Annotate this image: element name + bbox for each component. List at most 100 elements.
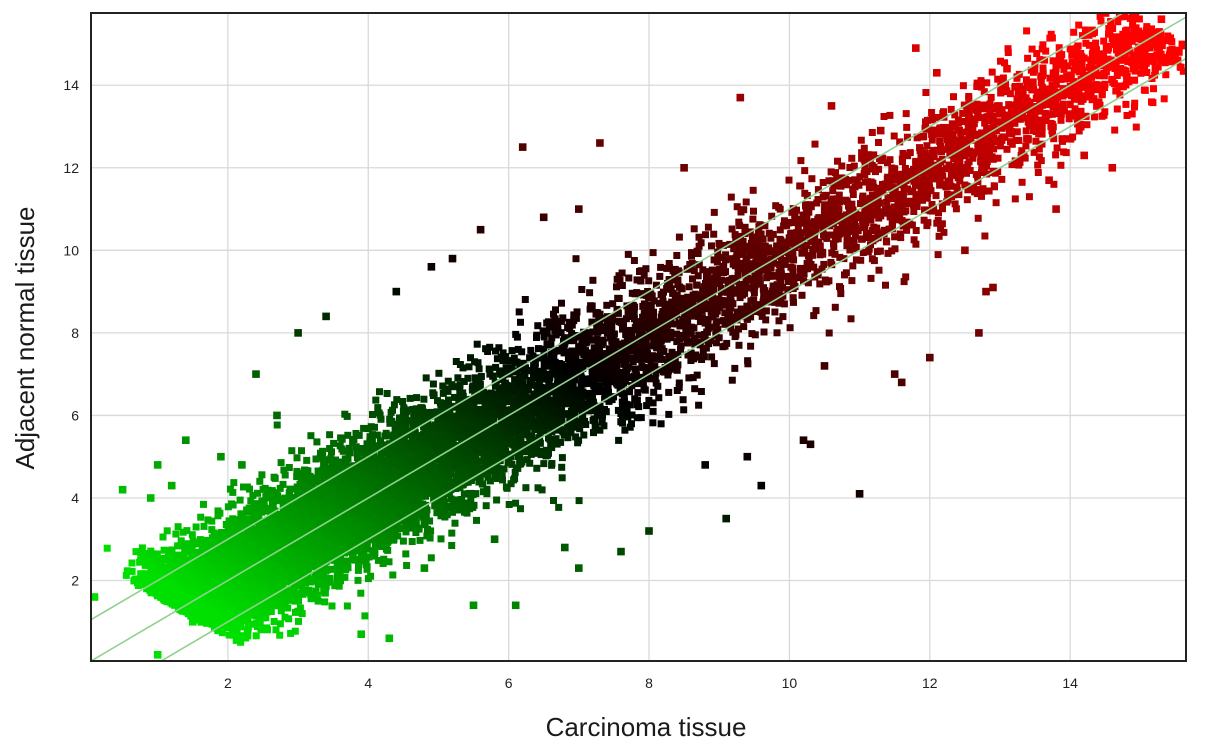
data-point [398,472,406,480]
data-point [668,348,676,356]
data-point [829,177,837,185]
data-point [760,328,768,336]
data-point [336,548,344,556]
data-point [517,398,525,406]
data-point [630,341,638,349]
data-point [938,171,945,179]
data-point [184,548,192,556]
data-point [484,348,492,355]
data-point [519,379,527,387]
data-point [537,451,545,459]
data-point [303,456,311,464]
data-point [831,303,839,311]
data-point [1115,13,1123,21]
data-point [1178,40,1186,48]
data-point [256,477,264,485]
data-point [622,331,630,339]
data-point [727,193,735,201]
data-point [1134,52,1142,59]
data-point [903,123,911,131]
data-point [950,93,957,101]
data-point [408,538,416,545]
data-point [1030,148,1038,156]
data-point [838,219,846,227]
data-point [493,355,501,363]
data-point [137,574,145,582]
data-point [369,411,376,418]
data-point [939,123,947,131]
data-point [861,157,869,164]
data-point [514,464,522,472]
data-point [679,396,687,404]
data-point [1052,110,1060,118]
data-point [456,384,464,392]
data-point [376,538,384,546]
data-point [225,517,233,525]
data-point [426,413,434,420]
data-point [1049,130,1057,138]
data-point [898,155,906,163]
data-point [1057,161,1065,169]
data-point [790,256,798,264]
data-point [986,138,993,146]
data-point [964,186,972,194]
data-point [560,431,568,439]
data-point [206,544,214,551]
data-point [378,543,386,550]
data-point [958,165,966,173]
data-point [820,260,828,268]
data-point [515,308,523,316]
data-point [1004,45,1012,53]
data-point [854,227,862,235]
data-point [557,329,565,337]
data-point [789,294,797,302]
data-point [379,560,387,567]
data-point [684,339,691,347]
data-point [349,438,357,446]
data-point [558,454,566,462]
data-point [279,480,287,488]
data-point [575,344,583,352]
data-point [527,346,535,354]
data-point [374,404,382,412]
data-point [240,483,247,491]
data-point [590,382,598,390]
data-point [419,408,427,415]
data-point [997,82,1005,90]
data-point [978,114,985,122]
data-point [472,490,480,498]
data-point [1168,38,1176,46]
data-point [638,317,646,325]
data-point [684,319,692,326]
data-point [665,264,673,271]
data-point [232,636,240,644]
data-point [935,209,942,217]
data-point [551,316,559,324]
data-point [172,575,180,582]
data-point [834,235,842,243]
data-point [695,401,703,409]
data-point [601,395,609,403]
data-point [473,516,480,524]
data-point [592,309,600,316]
data-point [326,431,334,439]
data-point [861,163,869,171]
data-point [735,325,742,333]
data-point [1122,100,1130,108]
data-point [184,556,192,564]
data-point [512,368,520,376]
data-point [548,444,556,452]
data-point [160,546,168,554]
data-point [236,496,244,504]
data-point [965,95,973,103]
data-point [471,413,478,421]
data-point [327,455,335,462]
data-point [293,454,301,462]
data-point [482,502,490,510]
data-point [406,394,414,402]
data-point [947,182,955,190]
data-point [229,515,237,523]
data-point [1132,123,1140,131]
data-point [868,129,876,136]
data-point [704,223,712,231]
